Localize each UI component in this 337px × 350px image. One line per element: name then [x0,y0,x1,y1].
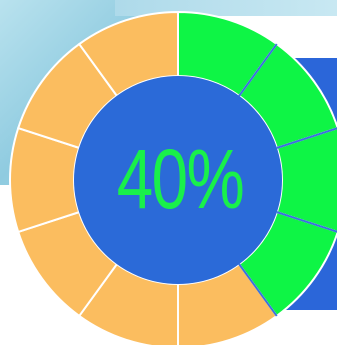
ring-center-disc [74,76,282,284]
ring-separator [276,211,337,233]
ring-separator [238,43,278,97]
ring-segment-filled [275,127,337,233]
ring-segment-filled [237,42,337,150]
ring-separator [238,263,278,317]
ring-segment-empty [77,10,179,98]
progress-percent-label: 40% [116,131,245,226]
ring-separator [276,127,337,149]
